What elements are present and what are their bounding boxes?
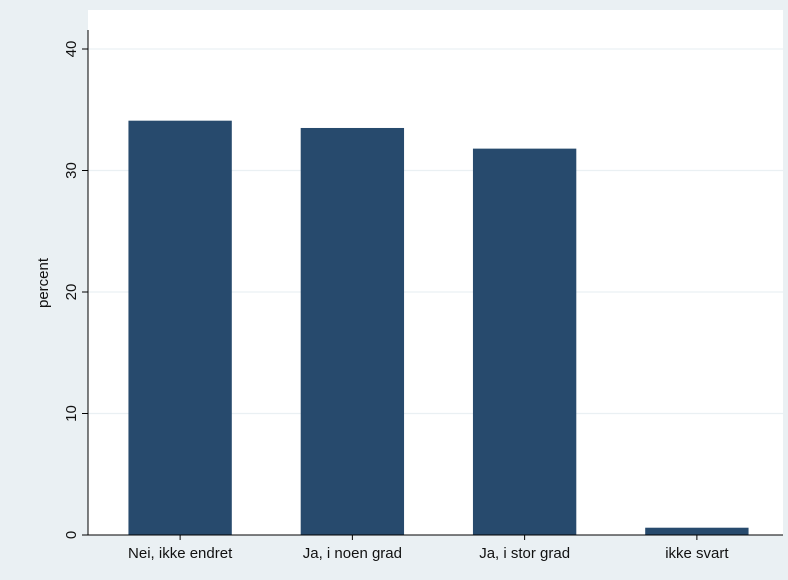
x-tick-label: Ja, i stor grad — [479, 545, 570, 562]
y-tick-label: 20 — [63, 284, 80, 301]
bar — [472, 148, 577, 535]
x-tick-label: Ja, i noen grad — [303, 545, 402, 562]
x-tick-label: ikke svart — [665, 545, 729, 562]
y-tick-label: 10 — [63, 405, 80, 422]
bar — [645, 527, 749, 535]
y-tick-label: 30 — [63, 162, 80, 179]
x-tick-label: Nei, ikke endret — [128, 545, 233, 562]
y-ticks: 0 10 20 30 40 — [63, 41, 88, 539]
bar — [128, 120, 232, 535]
x-ticks: Nei, ikke endret Ja, i noen grad Ja, i sto… — [128, 535, 729, 562]
y-tick-label: 0 — [63, 531, 80, 539]
bar — [300, 127, 405, 535]
bars — [128, 120, 749, 535]
y-axis-title: percent — [35, 257, 52, 308]
y-tick-label: 40 — [63, 41, 80, 58]
